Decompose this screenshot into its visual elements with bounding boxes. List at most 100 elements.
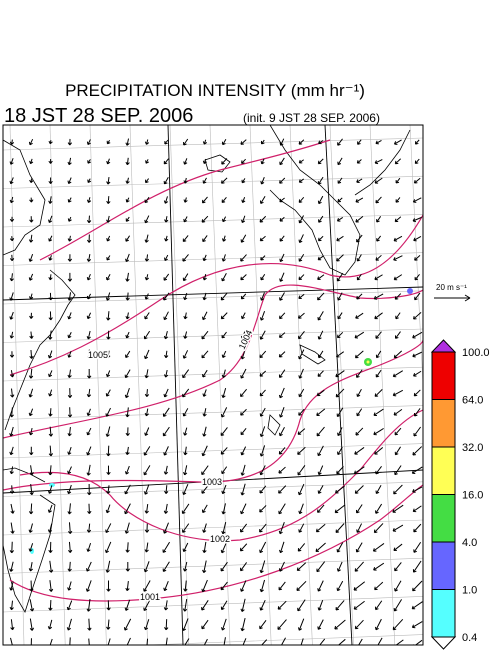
wind-arrow bbox=[202, 560, 207, 573]
wind-arrow bbox=[317, 580, 324, 592]
wind-arrow bbox=[67, 427, 72, 437]
wind-arrow bbox=[48, 292, 53, 301]
wind-arrow bbox=[201, 485, 209, 494]
wind-arrow bbox=[394, 580, 402, 592]
wind-arrow bbox=[28, 234, 34, 243]
colorbar-segment bbox=[431, 541, 456, 590]
graticule-line bbox=[3, 328, 423, 343]
wind-arrow bbox=[241, 215, 246, 224]
wind-arrow bbox=[240, 464, 246, 476]
wind-arrow bbox=[221, 235, 227, 242]
wind-arrow bbox=[9, 311, 14, 320]
wind-arrow bbox=[358, 638, 363, 645]
wind-arrow bbox=[414, 292, 421, 301]
wind-vectors bbox=[9, 138, 423, 645]
wind-arrow bbox=[374, 177, 383, 184]
wind-arrow bbox=[221, 331, 227, 339]
wind-arrow bbox=[394, 562, 402, 572]
wind-arrow bbox=[277, 619, 287, 630]
wind-arrow bbox=[48, 274, 53, 281]
wind-arrow bbox=[375, 503, 383, 514]
wind-arrow bbox=[356, 388, 362, 398]
wind-arrow bbox=[125, 561, 130, 572]
wind-arrow bbox=[220, 447, 228, 455]
wind-arrow bbox=[394, 216, 402, 223]
wind-arrow bbox=[221, 466, 228, 475]
wind-arrow bbox=[106, 273, 111, 281]
wind-arrow bbox=[163, 503, 169, 514]
graticule-line bbox=[3, 557, 423, 574]
wind-arrow bbox=[144, 504, 149, 514]
wind-arrow bbox=[202, 311, 208, 321]
wind-arrow bbox=[163, 522, 169, 534]
wind-arrow bbox=[67, 235, 72, 242]
wind-arrow bbox=[317, 465, 324, 476]
wind-arrow bbox=[105, 407, 111, 417]
graticule-line bbox=[209, 125, 231, 645]
colorbar: 100.0 64.0 32.0 16.0 4.0 1.0 0.4 bbox=[430, 339, 490, 650]
wind-arrow bbox=[335, 600, 345, 611]
wind-arrow bbox=[106, 330, 111, 340]
wind-arrow bbox=[240, 523, 248, 533]
wind-arrow bbox=[202, 274, 207, 281]
wind-arrow bbox=[164, 619, 169, 631]
wind-arrow bbox=[259, 235, 266, 242]
wind-arrow bbox=[220, 541, 228, 554]
wind-arrow bbox=[298, 312, 305, 319]
wind-arrow bbox=[201, 445, 208, 457]
wind-arrow bbox=[10, 503, 15, 514]
wind-arrow bbox=[125, 427, 130, 436]
wind-arrow bbox=[259, 579, 266, 593]
wind-arrow bbox=[143, 465, 151, 476]
wind-arrow bbox=[279, 216, 285, 222]
wind-arrow bbox=[67, 177, 72, 185]
wind-arrow bbox=[10, 619, 15, 631]
wind-arrow bbox=[164, 235, 169, 242]
wind-arrow bbox=[375, 369, 382, 378]
wind-arrow bbox=[47, 523, 53, 533]
wind-arrow bbox=[144, 254, 150, 262]
wind-arrow bbox=[298, 254, 305, 262]
wind-arrow bbox=[375, 196, 382, 204]
wind-arrow bbox=[412, 560, 422, 573]
wind-arrow bbox=[182, 484, 189, 496]
wind-arrow bbox=[258, 639, 268, 645]
colorbar-label: 16.0 bbox=[462, 490, 483, 502]
wind-arrow bbox=[413, 389, 421, 397]
wind-arrow bbox=[297, 618, 305, 631]
wind-arrow bbox=[221, 388, 227, 399]
wind-arrow bbox=[297, 599, 306, 612]
wind-arrow bbox=[221, 521, 227, 535]
wind-arrow bbox=[317, 370, 324, 377]
graticule-line bbox=[3, 405, 423, 420]
wind-arrow bbox=[47, 350, 53, 359]
colorbar-cap bbox=[430, 339, 457, 353]
wind-arrow bbox=[356, 159, 362, 164]
title: PRECIPITATION INTENSITY (mm hr⁻¹) bbox=[65, 81, 365, 100]
wind-arrow bbox=[125, 177, 130, 184]
wind-arrow bbox=[336, 580, 344, 592]
wind-arrow bbox=[202, 254, 207, 262]
wind-arrow bbox=[316, 408, 326, 417]
wind-arrow bbox=[144, 523, 150, 533]
wind-arrow bbox=[163, 388, 169, 398]
wind-arrow bbox=[375, 484, 382, 495]
wind-arrow bbox=[260, 255, 266, 261]
wind-arrow bbox=[297, 465, 306, 476]
wind-arrow bbox=[373, 408, 384, 416]
wind-arrow bbox=[413, 311, 422, 320]
wind-arrow bbox=[375, 600, 383, 611]
wind-arrow bbox=[66, 600, 73, 611]
wind-arrow bbox=[240, 293, 247, 300]
wind-arrow bbox=[10, 388, 15, 398]
wind-arrow bbox=[28, 562, 34, 572]
wind-arrow bbox=[48, 311, 53, 321]
wind-arrow bbox=[393, 235, 403, 242]
wind-arrow bbox=[221, 272, 227, 282]
wind-arrow bbox=[125, 292, 130, 301]
wind-arrow bbox=[48, 255, 53, 261]
wind-arrow bbox=[259, 330, 266, 340]
wind-arrow bbox=[300, 638, 304, 645]
wind-arrow bbox=[259, 215, 267, 223]
wind-arrow bbox=[221, 503, 226, 515]
